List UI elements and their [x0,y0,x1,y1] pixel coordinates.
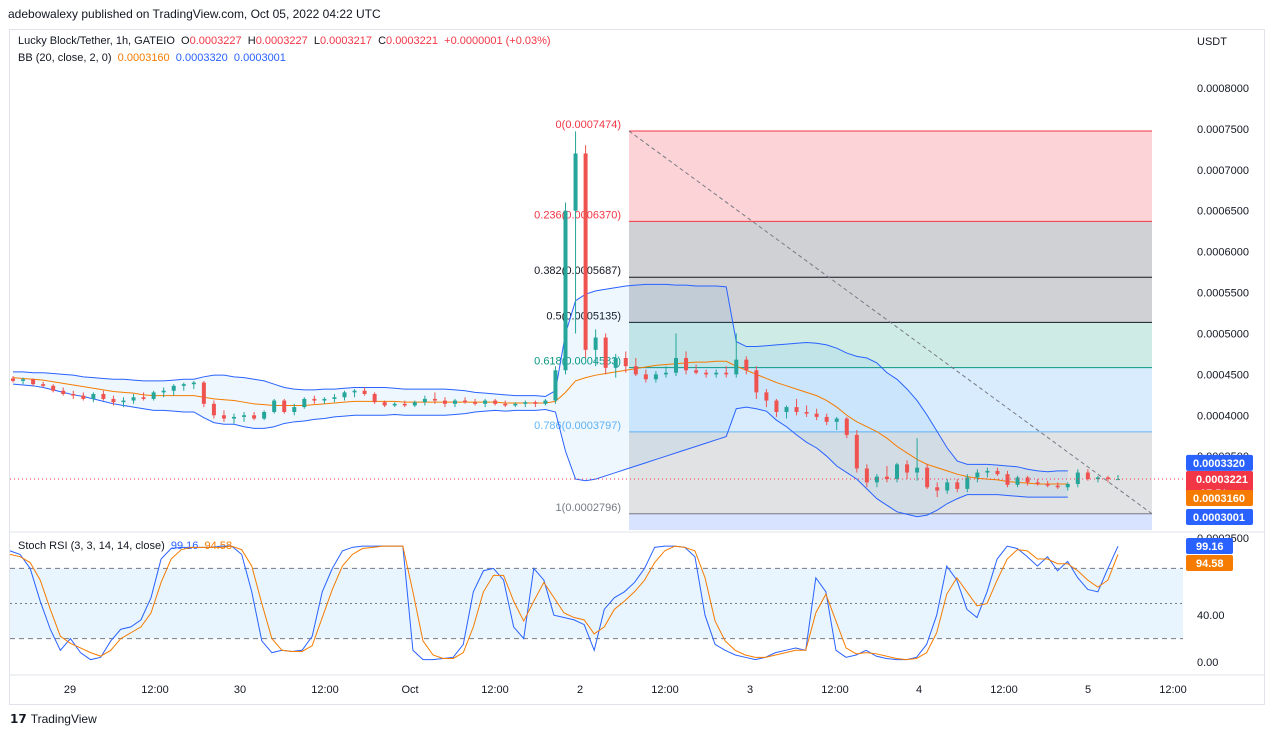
rsi-legend: Stoch RSI (3, 3, 14, 14, close) 99.16 94… [18,540,232,552]
chart-frame [9,29,1265,705]
symbol-label[interactable]: Lucky Block/Tether, 1h, GATEIO [18,35,175,47]
bb-upper-value: 0.0003320 [175,52,228,64]
bb-basis-value: 0.0003160 [117,52,170,64]
low-label: L [313,35,320,47]
high-label: H [247,35,256,47]
price-legend: Lucky Block/Tether, 1h, GATEIO O0.000322… [18,35,551,47]
close-label: C [378,35,387,47]
rsi-k-value: 99.16 [170,540,199,552]
rsi-d-value: 94.58 [204,540,233,552]
bb-legend: BB (20, close, 2, 0) 0.0003160 0.0003320… [18,52,286,64]
publisher-line: adebowalexy published on TradingView.com… [8,7,381,21]
open-value: 0.0003227 [189,35,242,47]
open-label: O [181,35,190,47]
tradingview-brand: TradingView [30,712,97,726]
tradingview-logo-icon: 𝟭𝟳 [10,712,27,726]
bb-lower-value: 0.0003001 [233,52,286,64]
change-value: +0.0000001 (+0.03%) [444,35,551,47]
bb-label[interactable]: BB (20, close, 2, 0) [18,52,112,64]
tradingview-footer[interactable]: 𝟭𝟳 TradingView [10,712,97,726]
close-value: 0.0003221 [386,35,439,47]
low-value: 0.0003217 [319,35,372,47]
rsi-label[interactable]: Stoch RSI (3, 3, 14, 14, close) [18,540,165,552]
high-value: 0.0003227 [255,35,308,47]
